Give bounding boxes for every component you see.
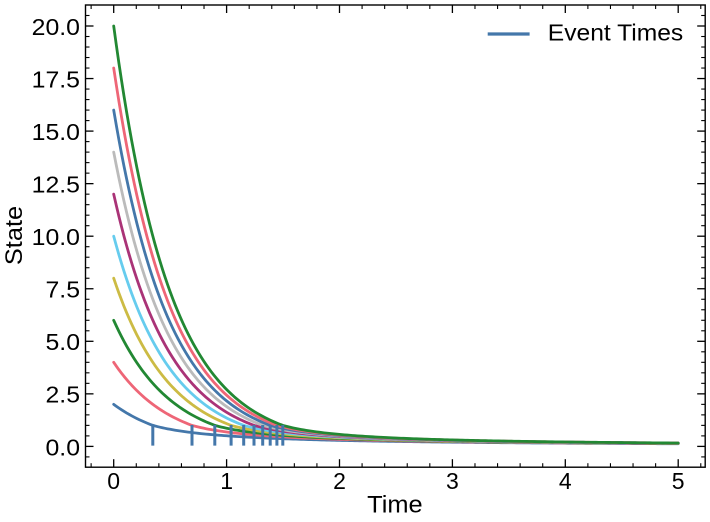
svg-text:1: 1	[220, 468, 233, 494]
svg-text:0: 0	[107, 468, 120, 494]
svg-text:5.0: 5.0	[46, 329, 81, 355]
svg-text:10.0: 10.0	[32, 224, 80, 250]
svg-text:5: 5	[672, 468, 685, 494]
svg-text:2: 2	[333, 468, 346, 494]
svg-text:Time: Time	[367, 493, 423, 519]
svg-text:2.5: 2.5	[46, 382, 81, 408]
svg-text:17.5: 17.5	[32, 67, 80, 93]
svg-text:State: State	[2, 206, 28, 265]
svg-text:20.0: 20.0	[32, 14, 80, 40]
svg-text:15.0: 15.0	[32, 119, 80, 145]
svg-text:12.5: 12.5	[32, 172, 80, 198]
svg-text:Event Times: Event Times	[548, 20, 683, 46]
svg-text:0.0: 0.0	[46, 434, 81, 460]
svg-text:4: 4	[559, 468, 572, 494]
svg-text:3: 3	[446, 468, 459, 494]
svg-text:7.5: 7.5	[46, 277, 81, 303]
